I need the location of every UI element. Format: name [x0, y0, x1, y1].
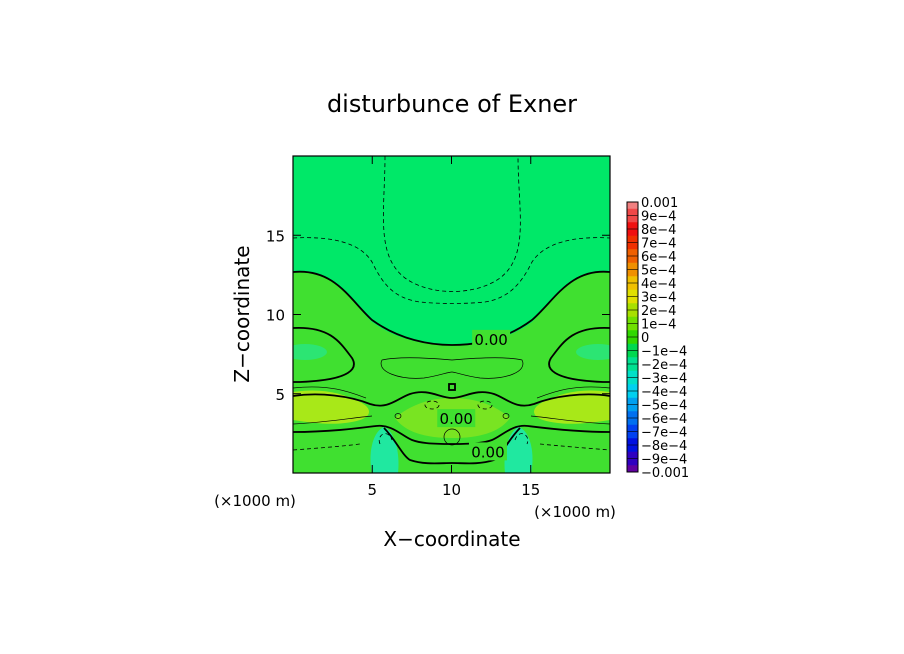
colorbar-label: 2e−4 [641, 304, 676, 319]
y-axis-unit: (×1000 m) [534, 503, 616, 521]
colorbar: 0.0019e−48e−47e−46e−45e−44e−43e−42e−41e−… [626, 196, 689, 481]
colorbar-label: −8e−4 [641, 439, 687, 454]
colorbar-label: −6e−4 [641, 412, 687, 427]
colorbar-label: 6e−4 [641, 250, 676, 265]
colorbar-label: 1e−4 [641, 318, 676, 333]
contour-label-bg [468, 442, 507, 461]
y-tick-label: 10 [266, 307, 285, 325]
colorbar-swatch [627, 465, 638, 473]
colorbar-label: 4e−4 [641, 277, 676, 292]
negative-contours [293, 156, 610, 451]
x-axis-label: X−coordinate [383, 527, 520, 551]
colorbar-label: −5e−4 [641, 399, 687, 414]
contour-labels: 0.00 0.00 0.00 [437, 329, 511, 461]
negative-patch-side-right [576, 344, 610, 360]
colorbar-label: −2e−4 [641, 358, 687, 373]
colorbar-label: 8e−4 [641, 223, 676, 238]
colorbar-label: −4e−4 [641, 385, 687, 400]
colorbar-label: 0 [641, 331, 649, 346]
contour-label-bg [437, 409, 476, 428]
zero-contours [293, 270, 610, 465]
y-tick-label: 5 [275, 386, 285, 404]
x-tick-label: 10 [442, 481, 461, 499]
x-tick-label: 5 [367, 481, 377, 499]
colorbar-label: 0.001 [641, 196, 678, 211]
y-tick-label: 15 [266, 227, 285, 245]
positive-contours [293, 357, 610, 446]
contour-label: 0.00 [474, 331, 507, 349]
colorbar-label: 3e−4 [641, 291, 676, 306]
x-axis-unit: (×1000 m) [214, 492, 296, 510]
negative-patch-side-left [293, 344, 327, 360]
colorbar-label: 7e−4 [641, 237, 676, 252]
x-tick-label: 15 [521, 481, 540, 499]
chart-title: disturbunce of Exner [327, 90, 577, 118]
colorbar-label: −7e−4 [641, 426, 687, 441]
colorbar-swatch [627, 202, 638, 210]
colorbar-label: 5e−4 [641, 264, 676, 279]
plot-area [293, 156, 610, 473]
axes: 5 10 15 5 10 15 [266, 156, 610, 499]
colorbar-label: −9e−4 [641, 453, 687, 468]
colorbar-label: −0.001 [641, 466, 689, 481]
colorbar-label: 9e−4 [641, 210, 676, 225]
contour-label: 0.00 [471, 443, 504, 461]
colorbar-label: −3e−4 [641, 372, 687, 387]
contour-label-bg [472, 329, 511, 348]
upper-plume-region [382, 156, 521, 288]
y-axis-label: Z−coordinate [230, 245, 254, 382]
colorbar-label: −1e−4 [641, 345, 687, 360]
contour-label: 0.00 [440, 410, 473, 428]
